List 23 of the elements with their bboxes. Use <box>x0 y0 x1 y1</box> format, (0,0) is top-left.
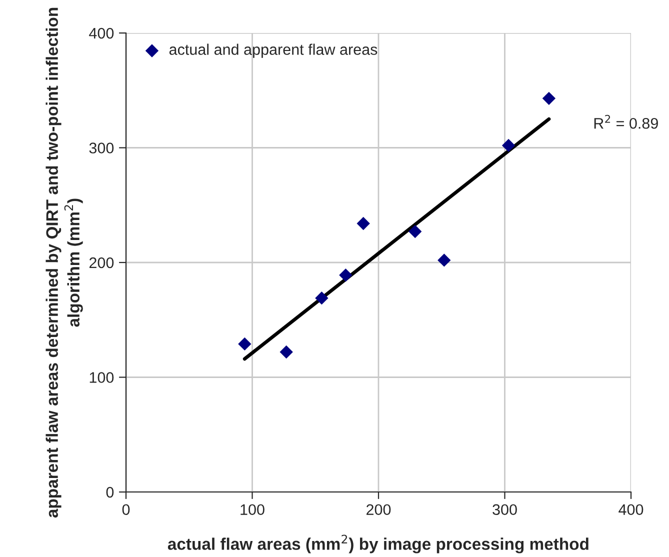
y-axis-title: apparent flaw areas determined by QIRT and two-point inflection algorithm (mm$^{2}$) <box>46 8 83 518</box>
y-tick-label: 400 <box>89 28 114 39</box>
point <box>356 216 370 230</box>
point <box>280 345 293 359</box>
y-tick-label: 0 <box>106 486 114 498</box>
x-tick-label: 300 <box>492 504 517 516</box>
y-tick-label: 300 <box>89 142 114 154</box>
x-tick-label: 100 <box>240 504 264 516</box>
y-tick-label: 100 <box>90 372 114 383</box>
x-tick-label: 400 <box>618 504 644 516</box>
point <box>238 337 252 351</box>
point <box>408 224 422 238</box>
legend-label: actual and apparent flaw areas <box>169 44 378 58</box>
x-axis-title: actual flaw areas (mm$^{2}$) by image processing method <box>168 534 588 554</box>
point <box>438 254 451 267</box>
point <box>542 92 556 105</box>
annotation: R$^{2}$ = 0.89 <box>594 114 658 129</box>
x-tick-label: 200 <box>366 504 391 516</box>
y-tick-label: 200 <box>89 257 114 268</box>
point <box>315 291 328 305</box>
point <box>339 268 352 282</box>
point <box>502 138 516 152</box>
x-tick-label: 0 <box>122 504 130 516</box>
